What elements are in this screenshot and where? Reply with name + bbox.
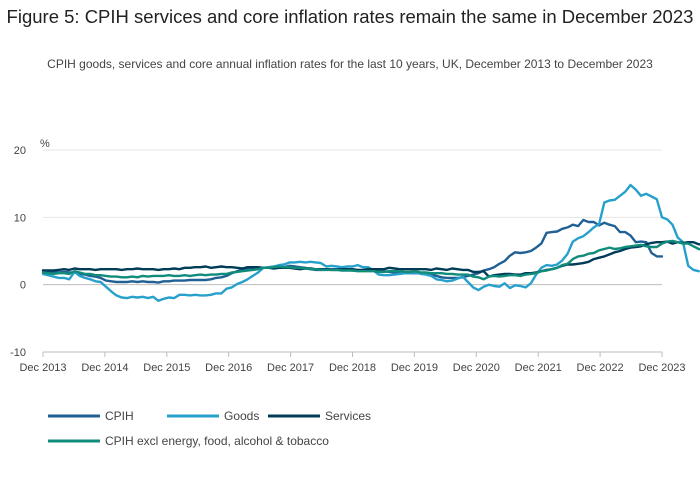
- x-tick-label: Dec 2020: [453, 362, 500, 374]
- x-tick-label: Dec 2019: [391, 362, 438, 374]
- series-line: [41, 240, 700, 278]
- y-axis-label: %: [40, 138, 50, 150]
- y-tick-label: 20: [14, 145, 26, 157]
- y-tick-label: -10: [10, 347, 26, 359]
- x-tick-label: Dec 2022: [577, 362, 624, 374]
- x-tick-label: Dec 2017: [267, 362, 314, 374]
- x-tick-label: Dec 2013: [19, 362, 66, 374]
- chart-title: Figure 5: CPIH services and core inflati…: [6, 6, 694, 27]
- x-tick-label: Dec 2021: [515, 362, 562, 374]
- series-line: [41, 183, 700, 302]
- series-line: [41, 239, 700, 281]
- y-tick-label: 0: [20, 280, 26, 292]
- y-tick-label: 10: [14, 212, 26, 224]
- x-tick-label: Dec 2023: [638, 362, 685, 374]
- x-tick-label: Dec 2016: [205, 362, 252, 374]
- legend-label: Goods: [224, 409, 259, 423]
- legend-label: CPIH: [105, 409, 134, 423]
- x-tick-label: Dec 2015: [143, 362, 190, 374]
- chart-subtitle: CPIH goods, services and core annual inf…: [47, 57, 653, 71]
- x-tick-label: Dec 2014: [81, 362, 128, 374]
- x-tick-label: Dec 2018: [329, 362, 376, 374]
- legend-label: CPIH excl energy, food, alcohol & tobacc…: [105, 434, 329, 448]
- legend-label: Services: [325, 409, 371, 423]
